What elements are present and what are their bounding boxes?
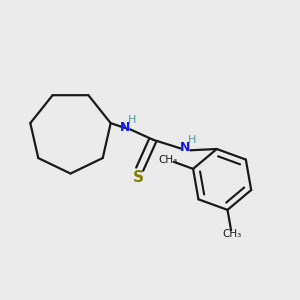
Text: H: H [188, 135, 196, 145]
Text: N: N [120, 122, 130, 134]
Text: N: N [180, 141, 190, 154]
Text: CH₃: CH₃ [223, 229, 242, 239]
Text: CH₃: CH₃ [158, 155, 177, 165]
Text: H: H [128, 115, 136, 125]
Text: S: S [133, 170, 144, 185]
